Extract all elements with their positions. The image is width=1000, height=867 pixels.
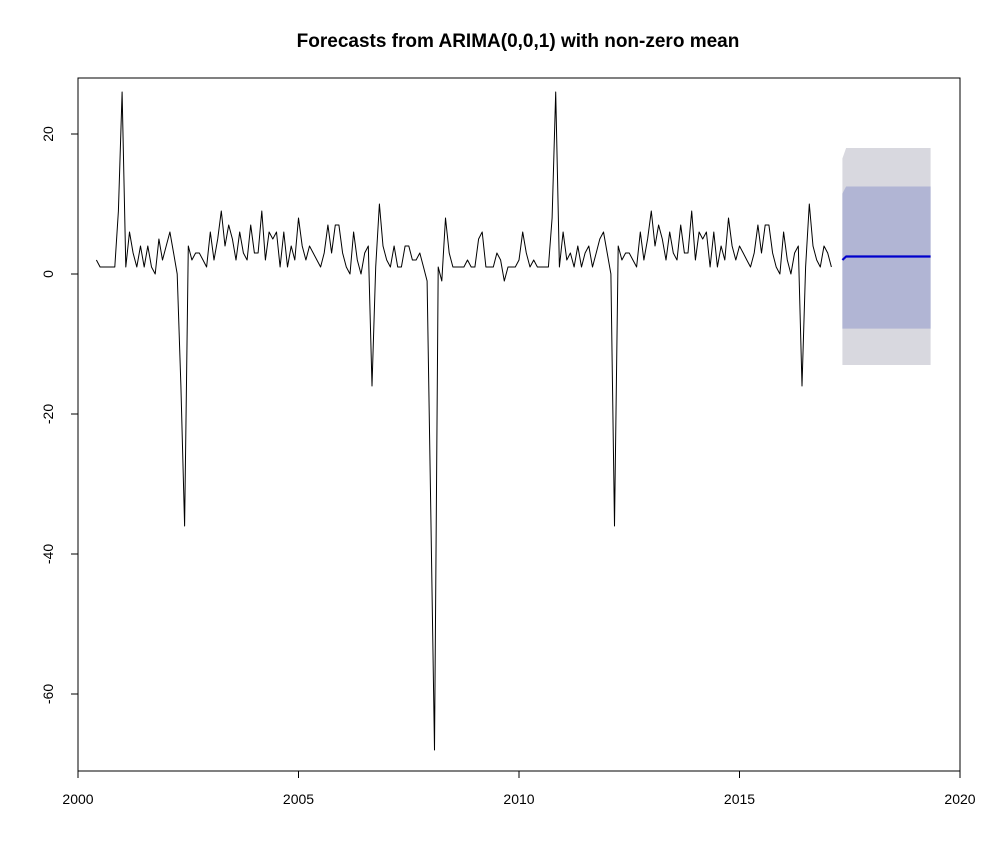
y-tick-label: 0 <box>40 270 56 278</box>
x-tick-label: 2020 <box>944 791 975 807</box>
y-tick-label: -20 <box>40 404 56 424</box>
y-tick-label: 20 <box>40 126 56 142</box>
plot-area <box>95 91 931 751</box>
y-tick-label: -40 <box>40 544 56 564</box>
observed-series-line <box>95 91 832 751</box>
x-tick-label: 2015 <box>724 791 755 807</box>
x-tick-label: 2000 <box>62 791 93 807</box>
x-tick-label: 2005 <box>283 791 314 807</box>
chart-title: Forecasts from ARIMA(0,0,1) with non-zer… <box>297 31 740 52</box>
y-tick-label: -60 <box>40 684 56 704</box>
x-axis: 2000 2005 2010 2015 2020 <box>62 770 976 807</box>
forecast-series-line <box>841 255 931 261</box>
plot-frame <box>77 77 961 772</box>
x-tick-label: 2010 <box>503 791 534 807</box>
y-axis: -60 -40 -20 0 20 <box>40 126 79 704</box>
